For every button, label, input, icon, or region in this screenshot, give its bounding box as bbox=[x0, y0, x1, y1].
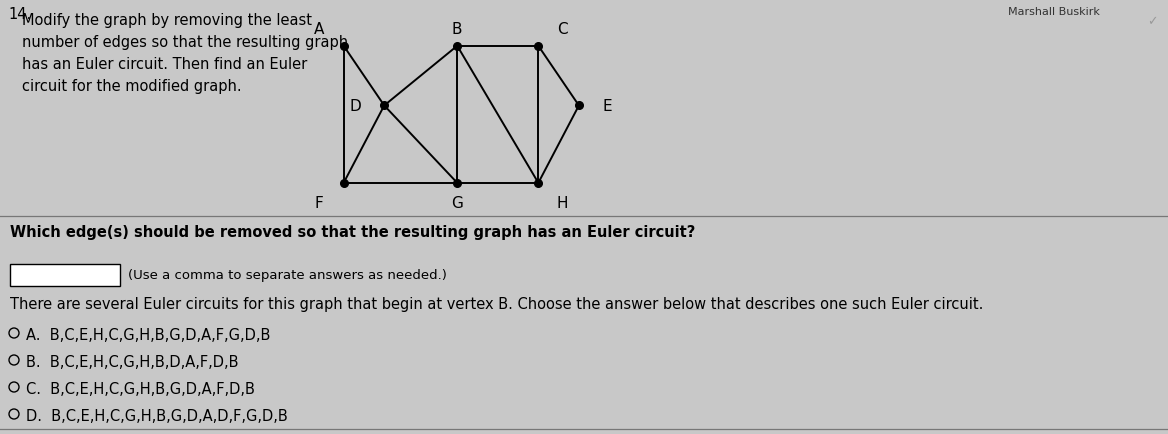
Text: (Use a comma to separate answers as needed.): (Use a comma to separate answers as need… bbox=[128, 269, 447, 282]
Text: circuit for the modified graph.: circuit for the modified graph. bbox=[22, 79, 242, 94]
Text: D.  B,C,E,H,C,G,H,B,G,D,A,D,F,G,D,B: D. B,C,E,H,C,G,H,B,G,D,A,D,F,G,D,B bbox=[26, 408, 287, 423]
Text: Marshall Buskirk: Marshall Buskirk bbox=[1008, 7, 1100, 17]
Text: A: A bbox=[314, 22, 325, 36]
Text: ✓: ✓ bbox=[1147, 15, 1157, 28]
Text: F: F bbox=[315, 196, 324, 211]
FancyBboxPatch shape bbox=[11, 264, 120, 286]
Text: Which edge(s) should be removed so that the resulting graph has an Euler circuit: Which edge(s) should be removed so that … bbox=[11, 224, 695, 240]
Text: B.  B,C,E,H,C,G,H,B,D,A,F,D,B: B. B,C,E,H,C,G,H,B,D,A,F,D,B bbox=[26, 354, 238, 369]
Text: G: G bbox=[451, 196, 464, 211]
Text: C.  B,C,E,H,C,G,H,B,G,D,A,F,D,B: C. B,C,E,H,C,G,H,B,G,D,A,F,D,B bbox=[26, 381, 255, 396]
Text: D: D bbox=[350, 99, 362, 114]
Text: H: H bbox=[557, 196, 569, 211]
Text: 14.: 14. bbox=[8, 7, 32, 22]
Text: There are several Euler circuits for this graph that begin at vertex B. Choose t: There are several Euler circuits for thi… bbox=[11, 296, 983, 311]
Text: has an Euler circuit. Then find an Euler: has an Euler circuit. Then find an Euler bbox=[22, 57, 307, 72]
Text: Modify the graph by removing the least: Modify the graph by removing the least bbox=[22, 13, 312, 28]
Text: B: B bbox=[452, 22, 463, 36]
Text: E: E bbox=[603, 99, 612, 114]
Text: number of edges so that the resulting graph: number of edges so that the resulting gr… bbox=[22, 35, 348, 50]
Text: A.  B,C,E,H,C,G,H,B,G,D,A,F,G,D,B: A. B,C,E,H,C,G,H,B,G,D,A,F,G,D,B bbox=[26, 327, 270, 342]
Text: C: C bbox=[557, 22, 568, 36]
